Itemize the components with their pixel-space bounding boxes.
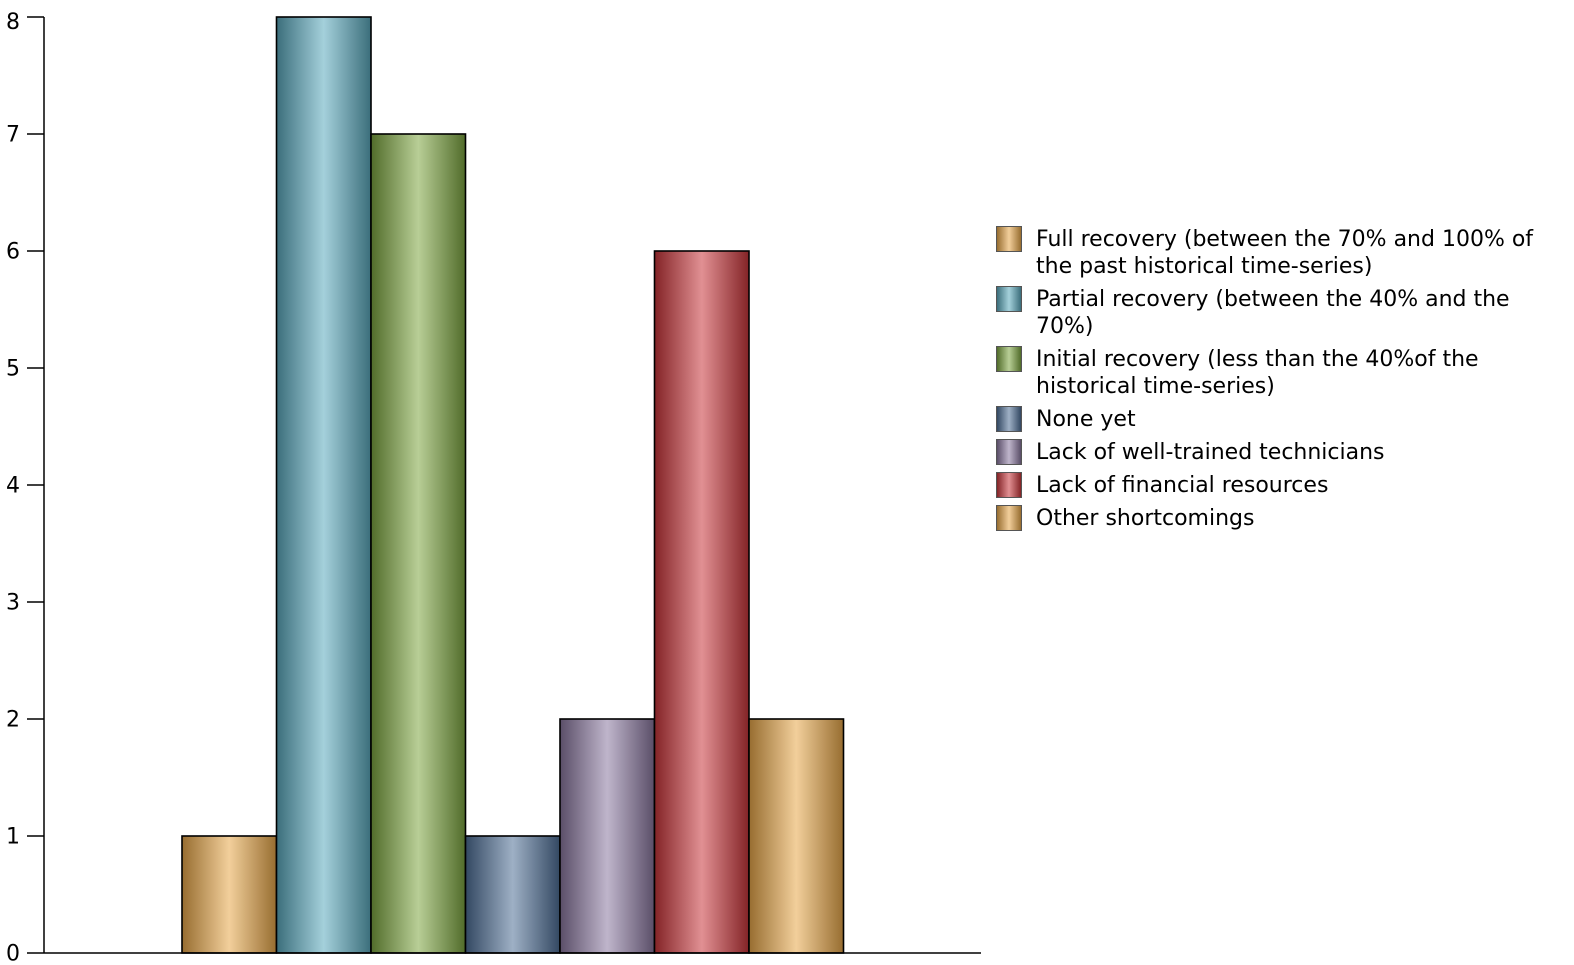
legend-item-lack-financial: Lack of financial resources bbox=[996, 472, 1566, 499]
legend-label: Lack of financial resources bbox=[1036, 473, 1329, 498]
legend-swatch bbox=[996, 226, 1022, 252]
legend-item-initial-recovery: Initial recovery (less than the 40%of th… bbox=[996, 346, 1566, 400]
y-tick-label: 4 bbox=[6, 474, 20, 499]
y-tick-label: 8 bbox=[6, 10, 20, 35]
y-tick-label: 2 bbox=[6, 708, 20, 733]
legend-item-partial-recovery: Partial recovery (between the 40% and th… bbox=[996, 286, 1566, 340]
bars-group bbox=[181, 16, 845, 954]
legend-swatch bbox=[996, 439, 1022, 465]
bar-3 bbox=[370, 133, 467, 954]
legend-item-lack-technicians: Lack of well-trained technicians bbox=[996, 439, 1566, 466]
bar-4 bbox=[464, 835, 561, 954]
legend-item-none-yet: None yet bbox=[996, 406, 1566, 433]
legend-label: Full recovery (between the 70% and 100% … bbox=[1036, 227, 1534, 279]
y-tick-label: 6 bbox=[6, 240, 20, 265]
legend-label: None yet bbox=[1036, 407, 1136, 432]
legend: Full recovery (between the 70% and 100% … bbox=[996, 226, 1566, 538]
y-tick-label: 7 bbox=[6, 123, 20, 148]
y-tick-label: 1 bbox=[6, 825, 20, 850]
y-axis: 0 1 2 3 4 5 6 7 8 bbox=[6, 10, 981, 965]
legend-label: Lack of well-trained technicians bbox=[1036, 440, 1385, 465]
bar-5 bbox=[559, 718, 656, 954]
legend-swatch bbox=[996, 472, 1022, 498]
legend-swatch bbox=[996, 406, 1022, 432]
legend-label: Partial recovery (between the 40% and th… bbox=[1036, 287, 1510, 339]
legend-label: Initial recovery (less than the 40%of th… bbox=[1036, 347, 1479, 399]
bar-6 bbox=[653, 250, 750, 954]
bar-7 bbox=[748, 718, 845, 954]
y-tick-label: 0 bbox=[6, 942, 20, 965]
legend-item-full-recovery: Full recovery (between the 70% and 100% … bbox=[996, 226, 1566, 280]
y-tick-label: 5 bbox=[6, 357, 20, 382]
bar-2 bbox=[275, 16, 372, 954]
y-tick-label: 3 bbox=[6, 591, 20, 616]
bar-1 bbox=[181, 835, 278, 954]
legend-item-other-shortcomings: Other shortcomings bbox=[996, 505, 1566, 532]
legend-swatch bbox=[996, 286, 1022, 312]
legend-swatch bbox=[996, 505, 1022, 531]
legend-swatch bbox=[996, 346, 1022, 372]
legend-label: Other shortcomings bbox=[1036, 506, 1255, 531]
